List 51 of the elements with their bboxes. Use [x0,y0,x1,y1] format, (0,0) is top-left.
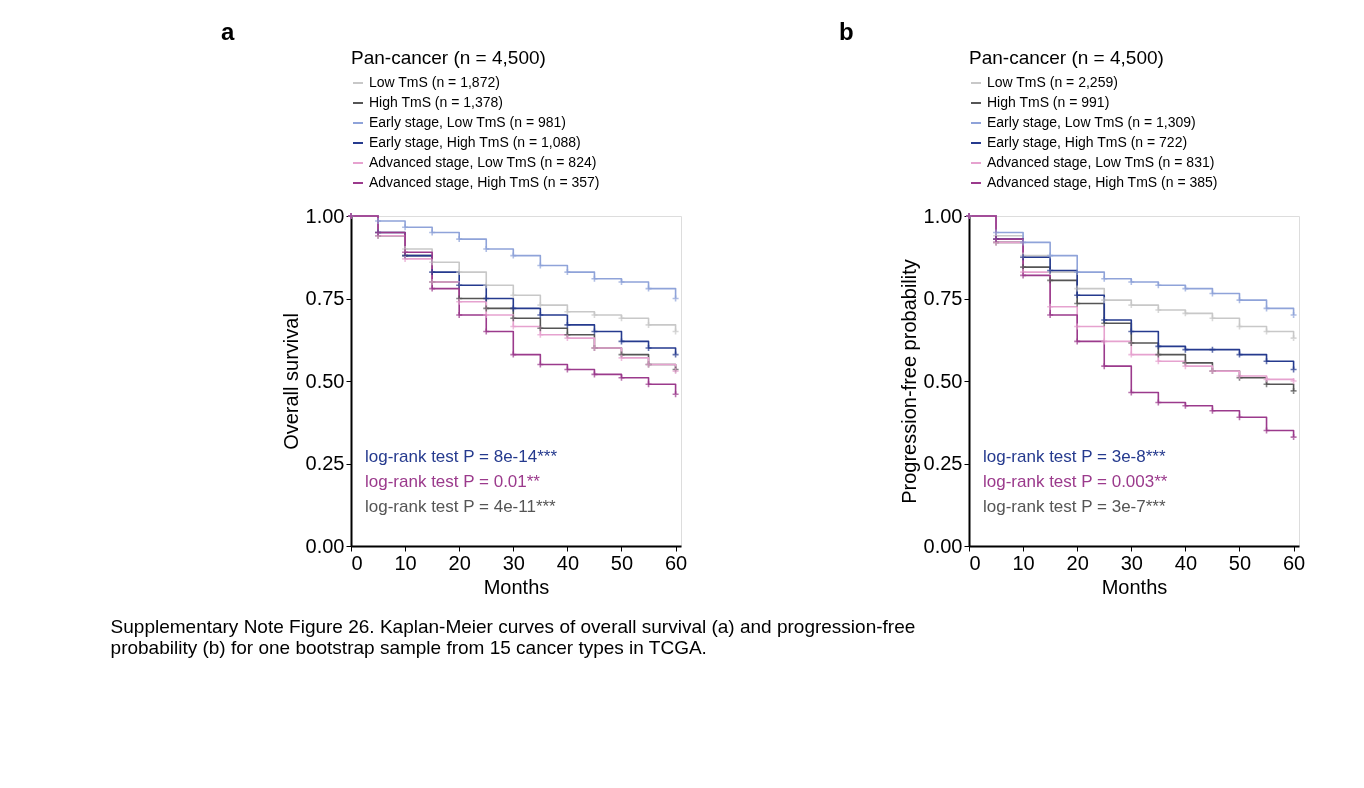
chart-title: b [839,18,854,45]
text: Supplementary Note Figure 26. Kaplan-Meier curves of overall survival (a) and progression-free probability (b) for one bootstrap sample from 15 cancer types in TCGA. [110,615,916,658]
legend-label: Advanced stage, Low TmS (n = 824) [369,154,597,170]
x-axis-title: Months [1101,575,1168,598]
legend-label: Advanced stage, Low TmS (n = 831) [987,154,1215,170]
y-axis-title: Overall survival [279,313,302,450]
legend-label: Advanced stage, High TmS (n = 385) [987,174,1218,190]
x-tick-label: 40 [556,551,580,574]
x-tick-label: 60 [1282,551,1306,574]
legend-label: High TmS (n = 1,378) [369,94,503,110]
y-tick-label: 1.00 [305,204,345,227]
x-tick-label: 50 [1228,551,1252,574]
legend-label: Early stage, High TmS (n = 1,088) [369,134,581,150]
x-tick-label: 40 [1174,551,1198,574]
y-tick-label: 0.25 [923,452,963,474]
y-tick-label: 1.00 [923,204,963,227]
legend-title: Pan-cancer (n = 4,500) [969,47,1164,68]
legend-label: High TmS (n = 991) [987,94,1110,110]
x-tick-label: 60 [664,551,688,574]
y-tick-label: 0.50 [305,369,345,392]
annotation: log-rank test P = 4e-11*** [365,496,557,516]
legend-title: Pan-cancer (n = 4,500) [351,47,546,68]
chart-title: a [221,18,236,45]
x-tick-label: 10 [394,551,417,574]
legend-label: Advanced stage, High TmS (n = 357) [369,174,600,190]
y-tick-label: 0.75 [305,287,345,309]
x-tick-label: 30 [502,551,525,574]
x-tick-label: 0 [969,551,981,574]
x-tick-label: 10 [1012,551,1035,574]
legend-label: Early stage, Low TmS (n = 1,309) [987,114,1196,130]
legend-label: Low TmS (n = 1,872) [369,74,500,90]
y-tick-label: 0.50 [923,369,963,392]
annotation: log-rank test P = 0.01** [365,471,541,491]
annotation: log-rank test P = 3e-8*** [983,446,1166,466]
x-tick-label: 20 [1066,551,1089,574]
y-axis-title: Progression-free probability [897,259,920,504]
x-tick-label: 20 [448,551,471,574]
legend-label: Early stage, High TmS (n = 722) [987,134,1188,150]
x-tick-label: 0 [351,551,363,574]
x-axis-title: Months [483,575,550,598]
annotation: log-rank test P = 3e-7*** [983,496,1166,516]
y-tick-label: 0.75 [923,287,963,309]
y-tick-label: 0.25 [305,452,345,474]
annotation: log-rank test P = 0.003** [983,471,1168,491]
x-tick-label: 50 [610,551,634,574]
legend-label: Early stage, Low TmS (n = 981) [369,114,566,130]
y-tick-label: 0.00 [305,534,345,557]
legend-label: Low TmS (n = 2,259) [987,74,1118,90]
annotation: log-rank test P = 8e-14*** [365,446,558,466]
y-tick-label: 0.00 [923,534,963,557]
x-tick-label: 30 [1120,551,1143,574]
